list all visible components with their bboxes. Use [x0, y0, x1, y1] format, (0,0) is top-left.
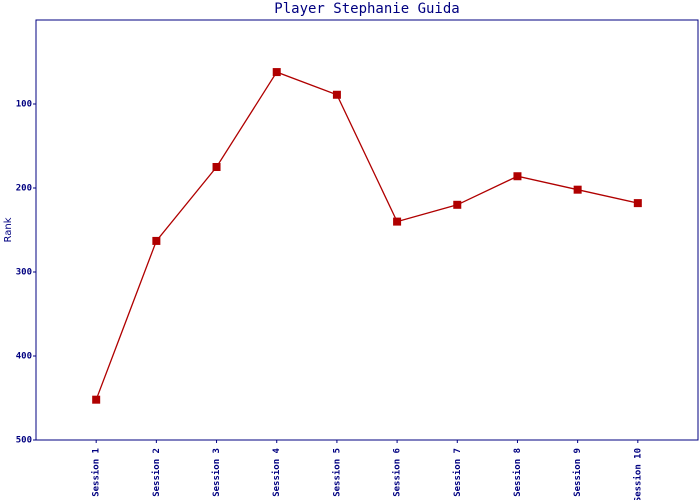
data-point [332, 90, 341, 99]
y-tick-label: 100 [16, 100, 32, 110]
x-tick-label: Session 1 [91, 448, 102, 497]
x-tick-label: Session 4 [271, 447, 282, 496]
data-point [212, 163, 221, 171]
y-tick-label: 300 [16, 268, 32, 278]
y-tick-label: 400 [16, 352, 32, 362]
chart-title: Player Stephanie Guida [274, 1, 459, 17]
data-point [272, 68, 281, 77]
x-tick-label: Session 8 [512, 448, 523, 497]
data-point [393, 217, 402, 226]
x-tick-label: Session 10 [632, 448, 643, 500]
x-tick-label: Session 6 [392, 448, 403, 497]
x-tick-label: Session 9 [572, 448, 583, 497]
y-tick-label: 200 [16, 184, 32, 194]
plot-frame [35, 19, 699, 441]
y-tick-label: 500 [16, 436, 32, 446]
x-tick-label: Session 5 [331, 448, 342, 497]
y-axis-label: Rank [3, 217, 14, 242]
data-point [513, 172, 522, 181]
data-point [92, 395, 101, 404]
x-tick-label: Session 2 [151, 448, 162, 497]
data-point [453, 200, 462, 209]
data-point [152, 236, 161, 245]
data-point [633, 199, 642, 208]
data-point [573, 185, 582, 194]
data-line [95, 71, 638, 400]
x-tick-label: Session 7 [452, 448, 463, 497]
x-tick-label: Session 3 [211, 448, 222, 497]
